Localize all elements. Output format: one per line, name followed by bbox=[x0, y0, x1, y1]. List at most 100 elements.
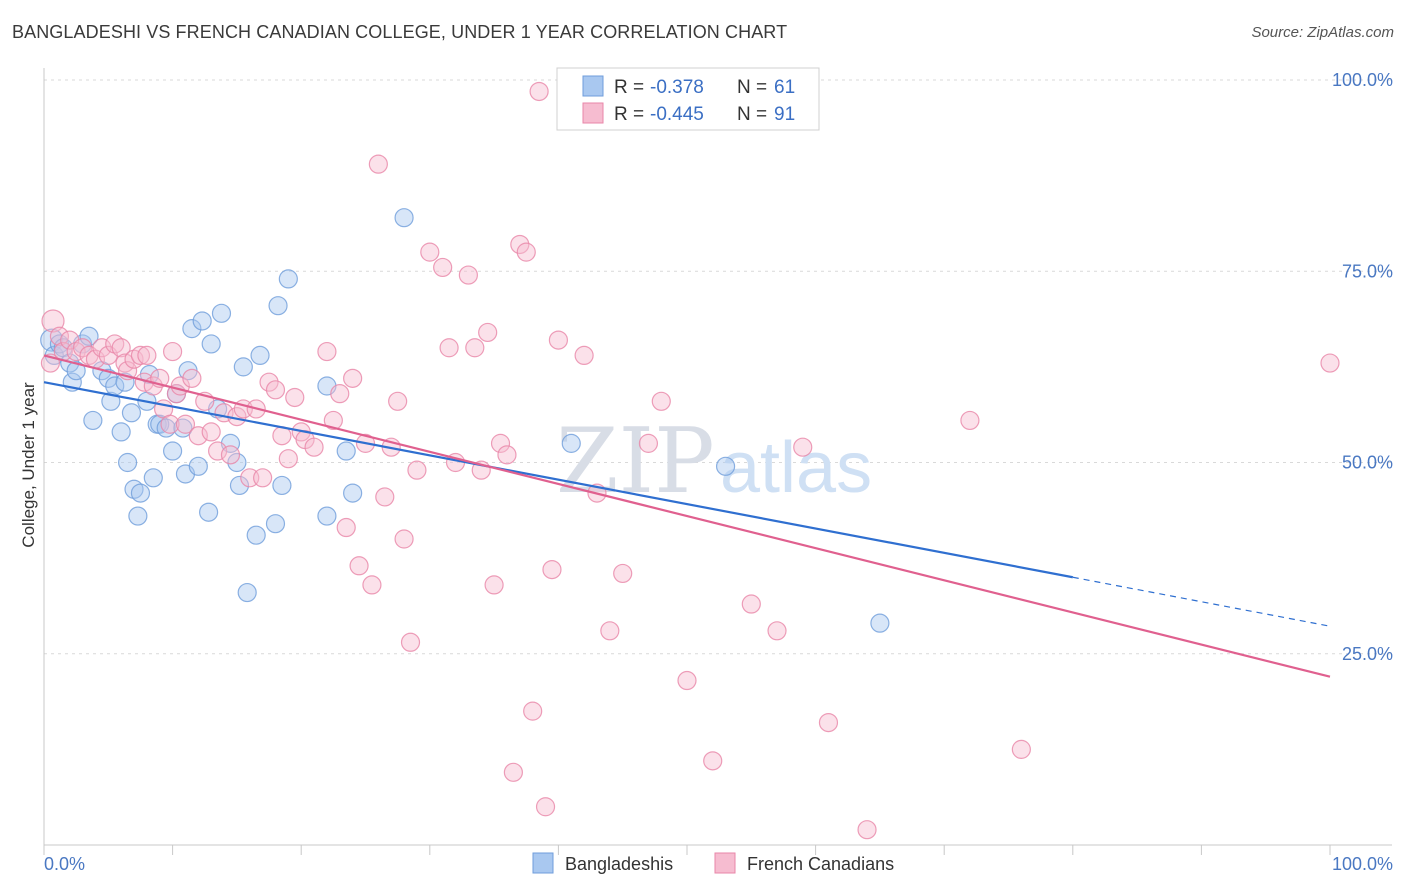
bangladeshi-point bbox=[394, 208, 414, 228]
bottom-legend-label: Bangladeshis bbox=[565, 854, 673, 874]
french-canadian-point bbox=[285, 387, 305, 408]
bangladeshi-trend-extension bbox=[1072, 576, 1331, 627]
bangladeshi-point bbox=[246, 525, 266, 545]
french-canadian-point bbox=[677, 670, 697, 691]
bangladeshi-point bbox=[227, 452, 247, 473]
legend: R = -0.378 N = 61 R = -0.445 N = 91 bbox=[556, 67, 820, 131]
french-canadian-point bbox=[278, 449, 298, 469]
french-canadian-point bbox=[330, 384, 350, 404]
y-tick-labels: 25.0% 50.0% 75.0% 100.0% bbox=[1332, 70, 1393, 664]
french-canadian-point bbox=[433, 257, 453, 278]
french-canadian-point bbox=[265, 380, 286, 400]
bangladeshi-point bbox=[163, 441, 183, 461]
bangladeshi-point bbox=[201, 334, 221, 354]
french-canadian-point bbox=[343, 368, 363, 388]
bangladeshi-point bbox=[336, 441, 356, 461]
bangladeshi-point bbox=[111, 422, 131, 442]
bangladeshi-point bbox=[561, 433, 581, 453]
french-canadian-point bbox=[130, 345, 151, 365]
french-canadian-point bbox=[613, 563, 633, 584]
french-canadian-point bbox=[420, 242, 440, 262]
french-canadian-point bbox=[857, 820, 877, 840]
bangladeshi-point bbox=[192, 311, 212, 331]
french-canadian-point bbox=[111, 338, 131, 358]
french-canadian-point bbox=[253, 468, 273, 488]
legend-swatch bbox=[582, 75, 604, 97]
french-canadian-point bbox=[400, 632, 421, 652]
french-canadian-point bbox=[349, 556, 369, 576]
bottom-legend-label: French Canadians bbox=[747, 854, 894, 874]
source-credit: Source: ZipAtlas.com bbox=[1251, 24, 1394, 41]
french-canadian-point bbox=[439, 338, 459, 358]
bangladeshi-point bbox=[268, 296, 288, 316]
french-canadian-point bbox=[188, 426, 208, 446]
french-canadian-point bbox=[388, 391, 408, 411]
bangladeshi-point bbox=[272, 475, 292, 496]
french-canadian-point bbox=[703, 751, 723, 771]
french-canadian-point bbox=[1011, 739, 1031, 759]
legend-r-value: -0.378 bbox=[650, 77, 704, 98]
bottom-legend-swatch bbox=[532, 852, 554, 874]
french-canadian-point bbox=[465, 338, 485, 358]
legend-n-value: 61 bbox=[774, 77, 795, 98]
french-canadian-point bbox=[175, 414, 196, 434]
y-tick-label: 100.0% bbox=[1332, 70, 1393, 90]
french-canadian-point bbox=[960, 410, 980, 431]
watermark-atlas: atlas bbox=[720, 428, 872, 508]
french-canadian-point bbox=[137, 345, 157, 365]
legend-r-label: R = bbox=[614, 104, 644, 125]
french-canadian-point bbox=[651, 391, 671, 411]
bangladeshi-point bbox=[343, 483, 363, 503]
y-tick-label: 75.0% bbox=[1342, 261, 1393, 281]
french-canadian-point bbox=[600, 621, 620, 641]
bangladeshi-point bbox=[121, 403, 142, 423]
french-canadian-point bbox=[182, 368, 202, 388]
french-canadian-point bbox=[818, 712, 839, 733]
french-canadian-point bbox=[529, 81, 549, 102]
bangladeshi-point bbox=[143, 468, 163, 488]
legend-swatch bbox=[582, 102, 604, 124]
bottom-legend-swatch bbox=[714, 852, 736, 874]
y-tick-label: 50.0% bbox=[1342, 453, 1393, 473]
french-canadian-point bbox=[767, 621, 787, 641]
french-canadian-point bbox=[638, 433, 659, 453]
x-tick-labels: 0.0% 100.0% bbox=[44, 854, 1393, 874]
french-canadian-point bbox=[220, 445, 241, 465]
trend-lines bbox=[43, 354, 1331, 678]
french-canadian-point bbox=[458, 265, 478, 285]
french-canadian-point bbox=[490, 433, 511, 453]
french-canadian-point bbox=[1320, 353, 1340, 373]
french-canadian-point bbox=[484, 575, 504, 595]
french-canadian-point bbox=[497, 445, 517, 465]
french-canadian-point bbox=[317, 341, 337, 362]
bangladeshi-point bbox=[83, 410, 103, 431]
bottom-legend: Bangladeshis French Canadians bbox=[532, 852, 894, 874]
french-canadian-point bbox=[478, 322, 498, 343]
bangladeshi-point bbox=[117, 452, 138, 473]
french-canadian-point bbox=[510, 234, 530, 255]
bangladeshi-point bbox=[237, 582, 257, 603]
bangladeshi-point bbox=[79, 326, 99, 346]
bangladeshi-point bbox=[229, 475, 250, 496]
bangladeshi-point bbox=[250, 345, 270, 365]
bangladeshi-point bbox=[233, 357, 253, 377]
y-axis-label: College, Under 1 year bbox=[19, 382, 38, 548]
french-canadian-point bbox=[375, 487, 395, 507]
french-canadian-point bbox=[323, 410, 343, 431]
french-canadian-point bbox=[516, 242, 536, 262]
legend-r-label: R = bbox=[614, 77, 644, 98]
french-canadian-point bbox=[259, 372, 279, 392]
bangladeshi-point bbox=[156, 418, 176, 438]
french-canadian-point bbox=[574, 345, 594, 365]
bangladeshi-point bbox=[278, 269, 298, 289]
french-canadian-point bbox=[542, 559, 562, 580]
french-canadian-point bbox=[535, 797, 556, 817]
french-canadian-point bbox=[368, 154, 388, 174]
french-canadian-point bbox=[72, 338, 93, 358]
legend-r-value: -0.445 bbox=[650, 104, 704, 125]
bangladeshi-point bbox=[66, 361, 86, 381]
bangladeshi-point bbox=[870, 613, 890, 633]
bangladeshi-trend-line bbox=[43, 381, 1074, 579]
bangladeshi-point bbox=[130, 483, 151, 503]
